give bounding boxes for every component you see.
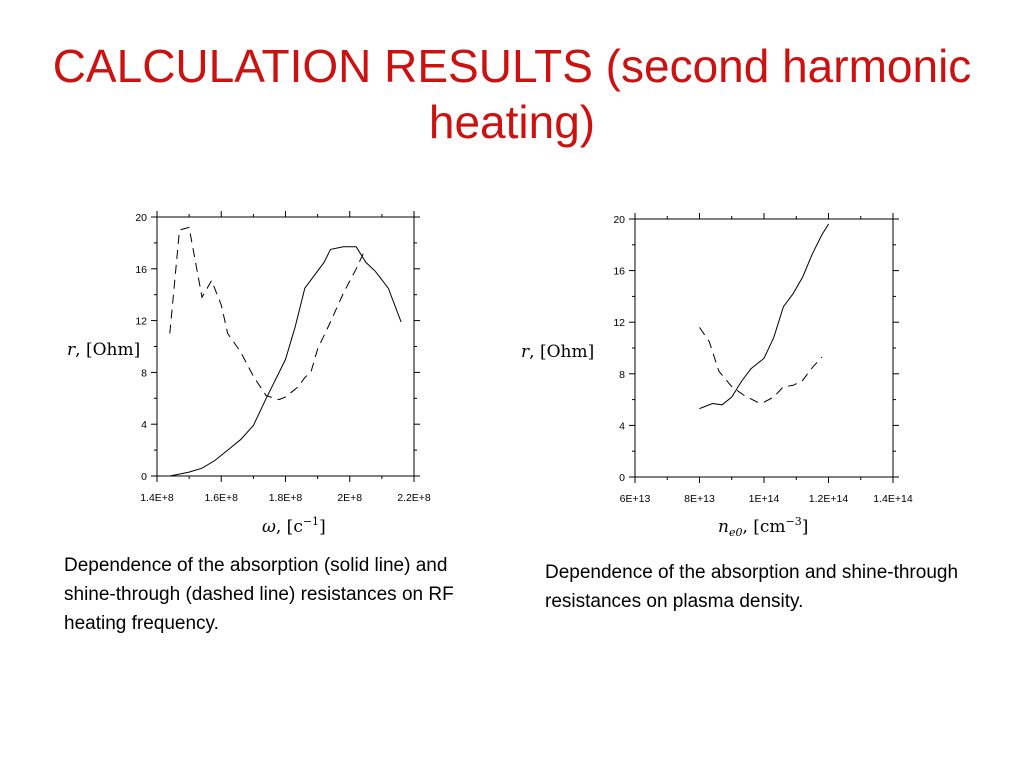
x-tick-label: 2.2E+8 [397,492,431,504]
y-tick-label: 12 [135,316,147,328]
x-tick-label: 8E+13 [684,493,715,505]
y-tick-label: 20 [613,214,625,226]
x-tick-label: 2E+8 [337,492,362,504]
y-tick-label: 16 [613,266,625,278]
y-tick-label: 4 [619,420,625,432]
chart-density: r, [Ohm] ne0, [cm−3] 0 4 8 12 16 20 6E+13 8E+13… [521,213,913,539]
x-tick-label: 1.4E+14 [873,493,913,505]
y-tick-label: 8 [141,367,147,379]
y-tick-label: 16 [135,264,147,276]
caption-density: Dependence of the absorption and shine-t… [545,562,959,612]
x-tick-label: 1.4E+8 [140,492,174,504]
chart-frequency-xlabel: ω, [c−1] [262,515,326,537]
chart-density-dashed-line [699,327,823,403]
x-tick-label: 1E+14 [749,493,780,505]
slide-title: CALCULATION RESULTS (second harmonic hea… [52,40,972,148]
x-tick-label: 1.6E+8 [204,492,238,504]
chart-density-solid-line [699,223,829,410]
y-tick-label: 0 [619,472,625,484]
y-tick-label: 8 [619,369,625,381]
y-tick-label: 12 [613,317,625,329]
chart-frequency-frame [156,216,415,477]
y-tick-label: 4 [141,419,147,431]
chart-frequency-solid-line [169,246,402,477]
chart-density-frame [634,218,894,478]
y-tick-label: 20 [135,212,147,224]
x-tick-label: 1.8E+8 [269,492,303,504]
chart-density-ylabel: r, [Ohm] [521,342,594,362]
chart-frequency-ylabel: r, [Ohm] [67,340,140,360]
caption-frequency: Dependence of the absorption (solid line… [64,555,454,634]
y-tick-label: 0 [141,471,147,483]
chart-frequency-dashed-line [169,226,367,401]
x-tick-label: 6E+13 [620,493,651,505]
chart-frequency: r, [Ohm] ω, [c−1] 0 4 8 12 16 20 1.4E+8 1.6E+8 1… [67,211,431,537]
x-tick-label: 1.2E+14 [809,493,849,505]
chart-density-xlabel: ne0, [cm−3] [718,515,808,539]
